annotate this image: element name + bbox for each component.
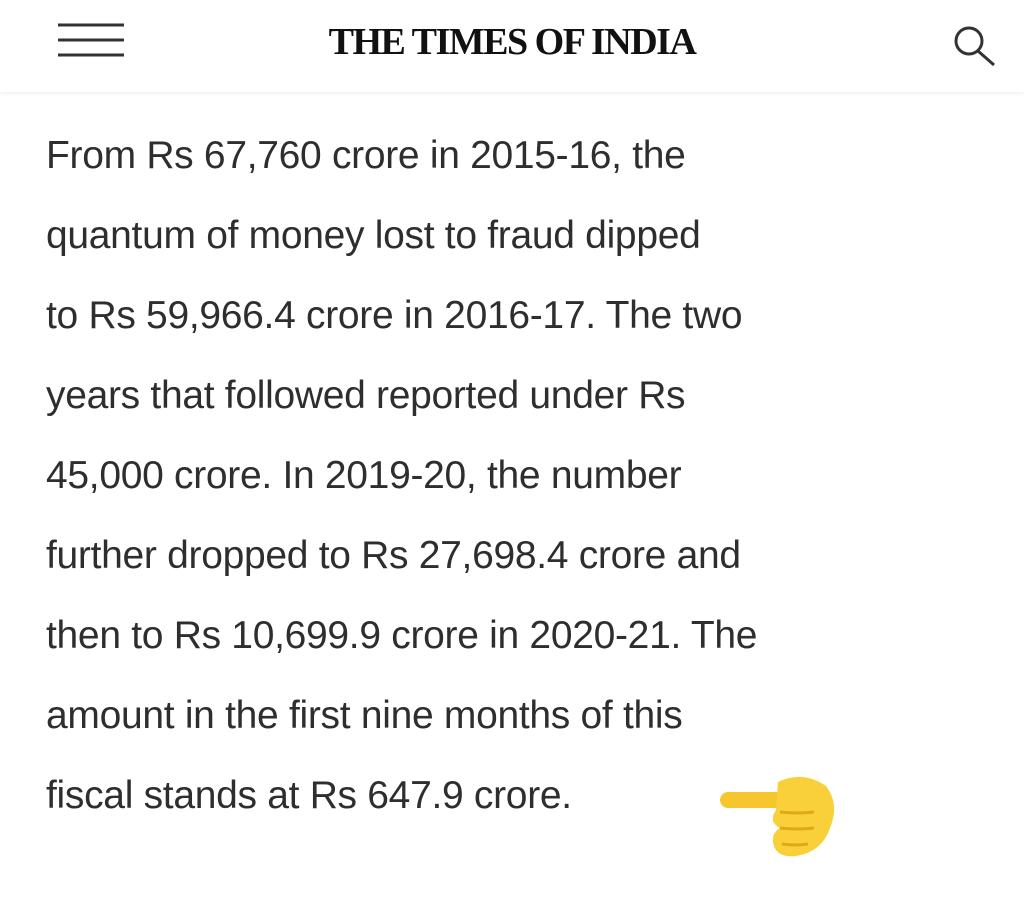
search-button[interactable]	[950, 24, 1000, 68]
article-line: to Rs 59,966.4 crore in 2016-17. The two	[46, 294, 743, 337]
menu-button[interactable]	[58, 22, 124, 62]
article-line: years that followed reported under Rs	[46, 374, 686, 417]
header: THE TIMES OF INDIA	[0, 0, 1024, 92]
pointing-hand-emoji	[720, 776, 835, 857]
article-line: fiscal stands at Rs 647.9 crore.	[46, 774, 572, 817]
article-line: From Rs 67,760 crore in 2015-16, the	[46, 134, 686, 177]
article-line: amount in the first nine months of this	[46, 694, 683, 737]
article-line: quantum of money lost to fraud dipped	[46, 214, 701, 257]
article-line: 45,000 crore. In 2019-20, the number	[46, 454, 682, 497]
site-title: THE TIMES OF INDIA	[328, 21, 697, 63]
article-line: then to Rs 10,699.9 crore in 2020-21. Th…	[46, 614, 758, 657]
article-line: further dropped to Rs 27,698.4 crore and	[46, 534, 741, 577]
